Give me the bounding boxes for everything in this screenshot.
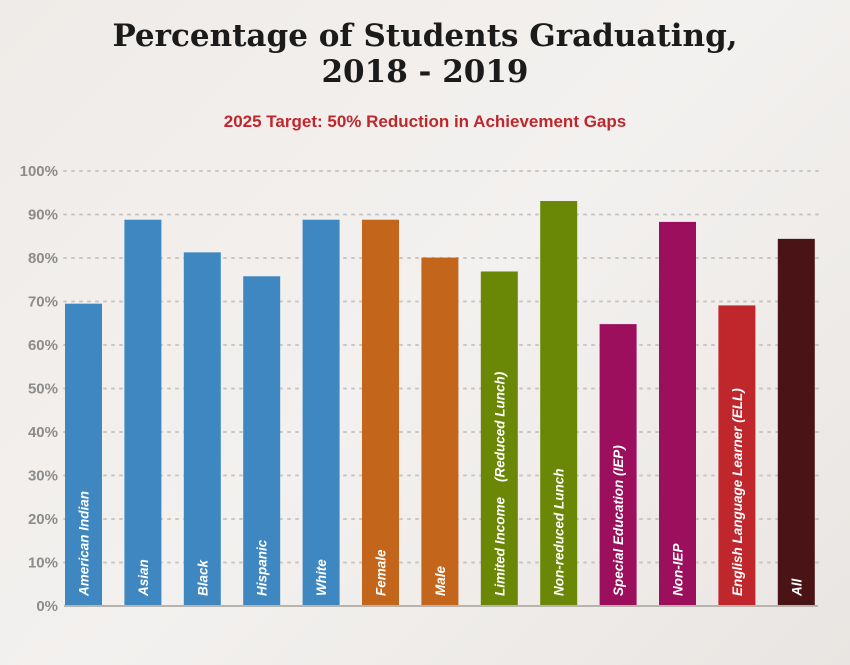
chart-title-line-1: Percentage of Students Graduating, [112,18,738,54]
chart-title-line-2: 2018 - 2019 [321,54,529,90]
category-label: Hispanic [255,539,270,596]
bar [124,219,162,606]
y-tick-label: 30% [28,468,58,485]
y-tick-label: 60% [28,337,58,354]
bar [183,252,221,606]
category-label: Asian [136,559,151,597]
y-tick-label: 0% [36,598,58,615]
category-label: Black [195,558,210,596]
bar [421,257,459,606]
y-tick-label: 70% [28,294,58,311]
bar [540,201,578,606]
category-label: All [789,579,804,598]
category-label: Special Education (IEP) [611,445,626,596]
y-tick-label: 20% [28,511,58,528]
category-label: Female [374,549,389,596]
category-label: American Indian [77,491,92,597]
y-tick-label: 10% [28,555,58,572]
y-tick-label: 90% [28,207,58,224]
bar [480,271,518,606]
bar [302,219,340,606]
bar [718,305,756,606]
category-label: Male [433,565,448,596]
category-label: Non-reduced Lunch [552,469,567,597]
category-label: Non-IEP [671,543,686,596]
y-tick-label: 100% [20,163,58,180]
bar [777,238,815,607]
bar [243,276,281,606]
category-label: English Language Learner (ELL) [730,388,745,596]
bar [659,221,696,606]
bar [362,219,399,606]
category-label: Limited Income (Reduced Lunch) [492,371,507,596]
bar [599,324,637,606]
chart-title: Percentage of Students Graduating, 2018 … [0,18,850,90]
chart-subtitle: 2025 Target: 50% Reduction in Achievemen… [223,112,627,131]
y-tick-label: 80% [28,250,58,267]
y-tick-label: 40% [28,424,58,441]
y-tick-label: 50% [28,381,58,398]
bar [65,303,102,606]
category-label: White [314,559,329,596]
